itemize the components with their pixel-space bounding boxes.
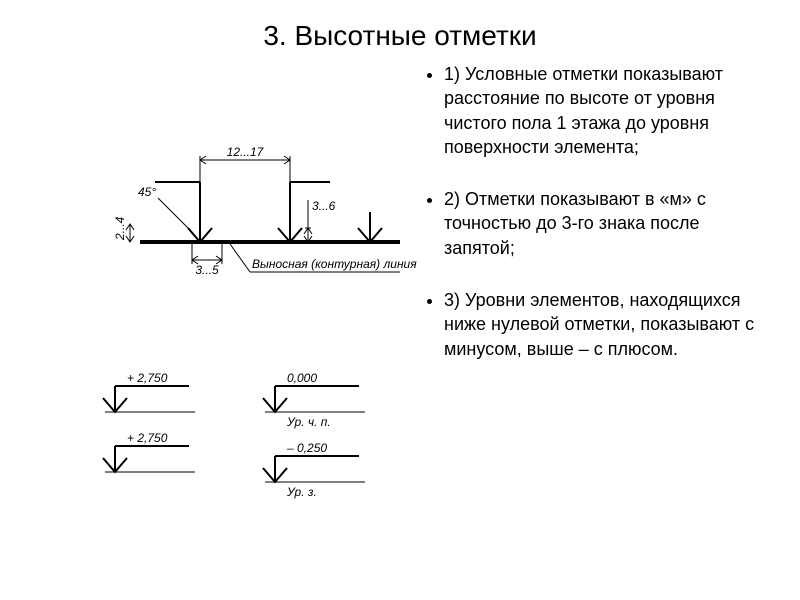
svg-text:+ 2,750: + 2,750 — [127, 431, 168, 445]
content-row: 12...17 3...6 45° 2...4 3...5 Выносная (конту… — [0, 62, 800, 522]
svg-text:2...4: 2...4 — [113, 216, 127, 241]
svg-text:Ур. ч. п.: Ур. ч. п. — [286, 415, 331, 429]
bullet-list: 1) Условные отметки показывают расстояни… — [420, 62, 770, 361]
text-column: 1) Условные отметки показывают расстояни… — [420, 62, 770, 522]
svg-text:45°: 45° — [138, 185, 156, 199]
diagram-column: 12...17 3...6 45° 2...4 3...5 Выносная (конту… — [30, 62, 420, 522]
elevation-diagram: 12...17 3...6 45° 2...4 3...5 Выносная (конту… — [30, 62, 420, 522]
svg-text:Выносная (контурная) линия: Выносная (контурная) линия — [252, 257, 417, 271]
svg-text:+ 2,750: + 2,750 — [127, 371, 168, 385]
svg-text:0,000: 0,000 — [287, 371, 317, 385]
page-title: 3. Высотные отметки — [0, 0, 800, 62]
svg-text:– 0,250: – 0,250 — [286, 441, 327, 455]
bullet-item: 2) Отметки показывают в «м» с точностью … — [444, 187, 770, 260]
svg-text:3...6: 3...6 — [312, 199, 336, 213]
svg-text:Ур. з.: Ур. з. — [286, 485, 317, 499]
bullet-item: 1) Условные отметки показывают расстояни… — [444, 62, 770, 159]
bullet-item: 3) Уровни элементов, находящихся ниже ну… — [444, 288, 770, 361]
svg-text:3...5: 3...5 — [195, 263, 219, 277]
svg-text:12...17: 12...17 — [227, 145, 265, 159]
